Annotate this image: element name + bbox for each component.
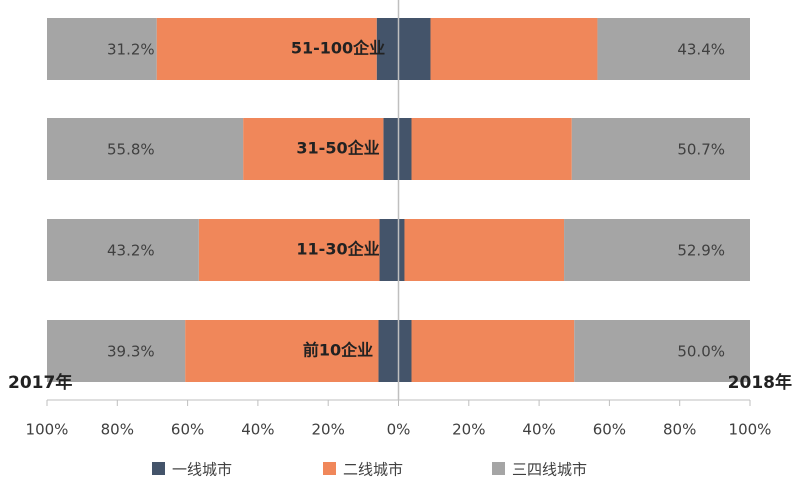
- legend-label: 三四线城市: [512, 461, 587, 479]
- bar-segment: [398, 219, 405, 281]
- x-tick-label: 20%: [312, 421, 345, 439]
- category-label: 51-100企业: [291, 39, 385, 58]
- x-tick-label: 60%: [593, 421, 626, 439]
- bar-segment: [571, 118, 750, 180]
- bar-segment: [47, 219, 199, 281]
- bar-segment: [398, 118, 412, 180]
- data-label: 39.3%: [107, 343, 155, 361]
- data-label: 55.8%: [107, 141, 155, 159]
- bar-segment: [404, 219, 565, 281]
- legend-swatch: [152, 462, 165, 475]
- bar-segment: [564, 219, 750, 281]
- x-tick-label: 20%: [452, 421, 485, 439]
- bar-segment: [379, 219, 399, 281]
- category-label: 31-50企业: [296, 139, 379, 158]
- bar-segment: [47, 118, 244, 180]
- legend-label: 一线城市: [172, 461, 232, 479]
- data-label: 50.0%: [677, 343, 725, 361]
- year-label: 2018年: [728, 372, 792, 393]
- bar-segment: [198, 219, 380, 281]
- data-label: 43.2%: [107, 242, 155, 260]
- x-tick-label: 0%: [387, 421, 411, 439]
- bar-segment: [574, 320, 750, 382]
- bar-segment: [156, 18, 377, 80]
- bar-segment: [376, 18, 399, 80]
- legend-swatch: [323, 462, 336, 475]
- bar-segment: [411, 320, 575, 382]
- year-label: 2017年: [8, 372, 72, 393]
- bar-segment: [378, 320, 399, 382]
- category-label: 前10企业: [303, 341, 373, 360]
- bar-segment: [185, 320, 379, 382]
- x-tick-label: 100%: [729, 421, 772, 439]
- bar-segment: [398, 18, 431, 80]
- data-label: 50.7%: [677, 141, 725, 159]
- x-tick-label: 40%: [241, 421, 274, 439]
- data-label: 31.2%: [107, 41, 155, 59]
- x-tick-label: 80%: [101, 421, 134, 439]
- bar-segment: [47, 320, 186, 382]
- legend-swatch: [492, 462, 505, 475]
- bar-segment: [411, 118, 572, 180]
- bar-segment: [430, 18, 598, 80]
- bar-segment: [47, 18, 157, 80]
- data-label: 52.9%: [677, 242, 725, 260]
- x-tick-label: 40%: [522, 421, 555, 439]
- bar-segment: [398, 320, 412, 382]
- category-label: 11-30企业: [296, 240, 379, 259]
- data-label: 43.4%: [677, 41, 725, 59]
- x-tick-label: 80%: [663, 421, 696, 439]
- x-tick-label: 60%: [171, 421, 204, 439]
- bar-segment: [597, 18, 750, 80]
- bar-segment: [243, 118, 384, 180]
- bar-segment: [383, 118, 399, 180]
- legend-label: 二线城市: [343, 461, 403, 479]
- x-tick-label: 100%: [26, 421, 69, 439]
